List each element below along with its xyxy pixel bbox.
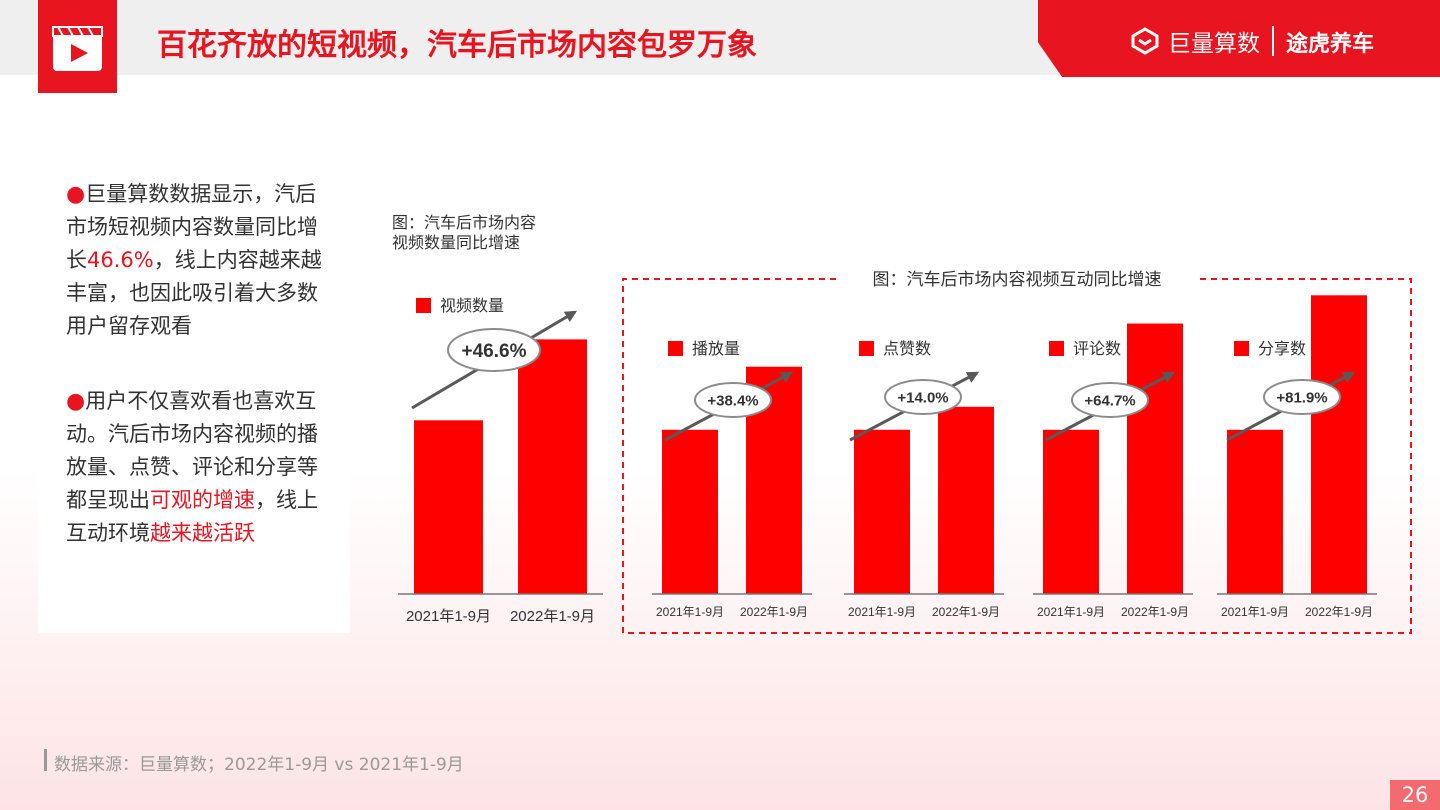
bar-2	[1311, 295, 1367, 594]
legend-swatch	[668, 341, 683, 356]
p2-text: 用户不仅喜欢看也喜欢互动。汽后市场内容视频的播放量、点赞、评论和分享等都呈现出	[66, 389, 318, 512]
category-label: 2022年1-9月	[1305, 605, 1373, 619]
bar-2	[938, 406, 994, 594]
category-label: 2022年1-9月	[1121, 605, 1189, 619]
growth-ellipse	[884, 379, 962, 415]
source-footnote: 数据来源：巨量算数；2022年1-9月 vs 2021年1-9月	[54, 755, 464, 775]
summary-paragraph-1: ●巨量算数数据显示，汽后市场短视频内容数量同比增长46.6%，线上内容越来越丰富…	[66, 178, 322, 343]
bar-2	[1127, 323, 1183, 594]
brand-separator	[1272, 26, 1274, 56]
category-label: 2021年1-9月	[406, 608, 491, 625]
legend-swatch	[416, 298, 431, 313]
bar-1	[1227, 429, 1283, 594]
chart1-title-line2: 视频数量同比增速	[392, 234, 520, 252]
bar-1	[414, 420, 483, 594]
bar-1	[854, 429, 910, 594]
video-clapper-icon	[52, 26, 103, 71]
interaction-dashed-frame	[622, 278, 1412, 634]
bar-1	[662, 429, 718, 594]
legend-label: 视频数量	[440, 297, 504, 315]
growth-label: +46.6%	[462, 341, 527, 362]
p2-highlight-2: 越来越活跃	[150, 521, 255, 545]
category-label: 2022年1-9月	[932, 605, 1000, 619]
p1-text-end: ，线上内容越来越丰富，也因此吸引着大多数用户留存观看	[66, 248, 322, 338]
category-label: 2021年1-9月	[848, 605, 916, 619]
p1-text: 巨量算数数据显示，汽后市场短视频内容数量同比增长	[66, 182, 318, 272]
growth-ellipse	[447, 328, 541, 372]
brand-logo-tuhu: 途虎养车	[1286, 32, 1375, 57]
growth-ellipse	[1263, 379, 1341, 415]
growth-label: +64.7%	[1084, 392, 1135, 409]
bar-1	[1043, 429, 1099, 594]
summary-card	[38, 131, 350, 633]
juliang-logo-icon	[1131, 27, 1159, 55]
brand-band	[1038, 0, 1440, 77]
growth-label: +38.4%	[707, 392, 758, 409]
p1-highlight: 46.6%	[87, 248, 154, 272]
chart2-title: 图：汽车后市场内容视频互动同比增速	[873, 270, 1162, 289]
page-title: 百花齐放的短视频，汽车后市场内容包罗万象	[157, 28, 757, 63]
growth-ellipse	[694, 382, 772, 418]
bullet-dot-icon: ●	[66, 182, 86, 207]
summary-paragraph-2: ●用户不仅喜欢看也喜欢互动。汽后市场内容视频的播放量、点赞、评论和分享等都呈现出…	[66, 385, 322, 550]
category-label: 2022年1-9月	[510, 608, 595, 625]
legend-swatch	[859, 341, 874, 356]
category-label: 2021年1-9月	[1037, 605, 1105, 619]
p2-highlight-1: 可观的增速	[150, 488, 255, 512]
bar-2	[518, 339, 587, 594]
p2-text-mid: ，线上互动环境	[66, 488, 318, 545]
logo-box	[38, 0, 117, 93]
category-label: 2021年1-9月	[656, 605, 724, 619]
legend-label: 评论数	[1073, 340, 1121, 358]
legend-label: 分享数	[1258, 340, 1306, 358]
bullet-dot-icon: ●	[66, 389, 86, 414]
brand-left-text: 巨量算数	[1168, 31, 1260, 57]
category-label: 2022年1-9月	[740, 605, 808, 619]
growth-label: +14.0%	[897, 389, 948, 406]
legend-label: 播放量	[692, 340, 740, 358]
chart1-title-line1: 图：汽车后市场内容	[392, 214, 536, 232]
brand-logo-juliang: 巨量算数	[1130, 24, 1260, 58]
category-label: 2021年1-9月	[1221, 605, 1289, 619]
legend-swatch	[1234, 341, 1249, 356]
footnote-bar	[44, 749, 47, 771]
legend-label: 点赞数	[883, 340, 931, 358]
page-number: 26	[1390, 780, 1440, 810]
growth-label: +81.9%	[1276, 389, 1327, 406]
legend-swatch	[1049, 341, 1064, 356]
growth-ellipse	[1071, 382, 1149, 418]
